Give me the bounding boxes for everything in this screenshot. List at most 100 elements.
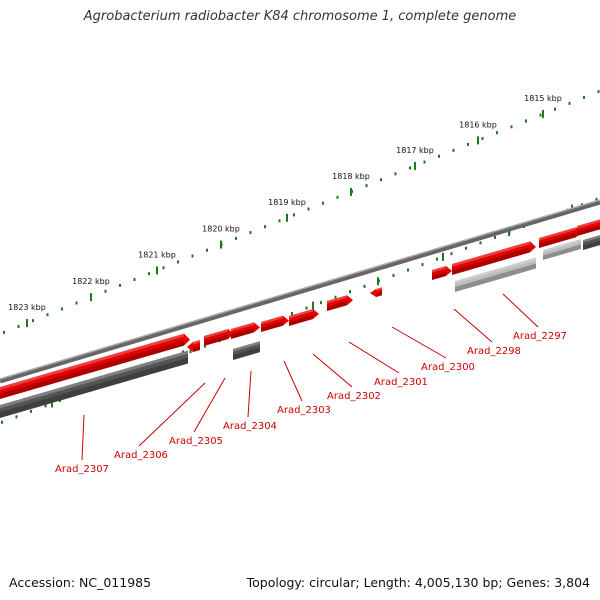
scale-dot (133, 278, 136, 282)
scale-dot (421, 263, 424, 267)
scale-dot (409, 166, 411, 170)
scale-dot (32, 319, 34, 323)
gene-arad-2301[interactable] (327, 295, 353, 311)
scale-label: 1822 kbp (72, 277, 110, 286)
scale-dot (204, 344, 206, 348)
scale-dot (104, 289, 107, 293)
scale-dot (235, 236, 237, 240)
scale-dot (189, 350, 192, 354)
gene-leader-line (283, 360, 303, 402)
scale-dot (436, 257, 438, 261)
gene-label[interactable]: Arad_2305 (169, 436, 223, 447)
scale-label: 1823 kbp (8, 303, 46, 312)
gene-arad-2298[interactable] (452, 241, 536, 275)
gene-arad-2299[interactable] (432, 265, 452, 280)
scale-dot (162, 266, 165, 270)
scale-dot (423, 160, 426, 164)
scale-dot (465, 246, 467, 250)
gene-arad-2300[interactable] (370, 287, 382, 297)
gene-label[interactable]: Arad_2303 (277, 405, 331, 416)
scale-label: 1815 kbp (524, 94, 562, 103)
scale-dot (539, 113, 542, 117)
backbone-highlight (0, 199, 600, 380)
scale-label: 1819 kbp (268, 198, 306, 207)
scale-dot (17, 325, 20, 329)
scale-dot (438, 154, 440, 158)
scale-dot (249, 231, 252, 235)
gene-arad-2297-pseudo[interactable] (543, 238, 581, 260)
scale-label: 1817 kbp (396, 146, 434, 155)
scale-dot (1, 420, 3, 424)
backbone-line (0, 199, 600, 384)
gene-arad-2307[interactable] (0, 333, 190, 399)
gene-arad-2304[interactable] (231, 322, 260, 339)
scale-dot (510, 125, 513, 129)
scale-dot (392, 273, 395, 277)
gene-leader-line (81, 414, 85, 461)
scale-label: 1818 kbp (332, 172, 370, 181)
gene-arad-2297[interactable] (539, 227, 582, 248)
label-leaders (81, 293, 539, 461)
scale-dot (407, 268, 409, 272)
scale-dot (365, 184, 368, 188)
gene-arad-2303[interactable] (261, 315, 289, 332)
scale-dot (336, 195, 339, 199)
labels: 1815 kbp 1816 kbp 1817 kbp 1818 kbp 1819 kbp… (8, 94, 567, 475)
scale-dot (46, 313, 49, 317)
accession-label: Accession: NC_011985 (9, 575, 152, 590)
scale-dot (3, 330, 5, 334)
scale-dot (305, 306, 308, 310)
gene-label[interactable]: Arad_2304 (223, 421, 277, 432)
gene-leader-line (138, 382, 206, 447)
gene-leader-line (453, 308, 493, 343)
gene-features[interactable] (0, 219, 600, 418)
gene-label[interactable]: Arad_2306 (114, 450, 168, 461)
scale-dot (119, 283, 121, 287)
gene-arad-2305[interactable] (204, 329, 234, 346)
gene-arad-2304-rev[interactable] (233, 341, 260, 360)
scale-dot (293, 213, 295, 217)
gene-leader-line (348, 341, 400, 374)
gene-leader-line (312, 353, 353, 388)
gene-leader-line (391, 326, 447, 359)
scale-dot (394, 172, 397, 176)
scale-dot (380, 178, 382, 182)
scale-dot (363, 284, 366, 288)
scale-dot (307, 207, 310, 211)
scale-dot (583, 95, 585, 99)
chromosome-backbone (0, 199, 600, 384)
scale-dot (597, 90, 600, 94)
gene-label[interactable]: Arad_2300 (421, 362, 475, 373)
gene-label[interactable]: Arad_2301 (374, 377, 428, 388)
gene-label[interactable]: Arad_2297 (513, 331, 567, 342)
gene-label[interactable]: Arad_2302 (327, 391, 381, 402)
scale-dot (450, 252, 453, 256)
scale-label: 1816 kbp (459, 120, 497, 129)
scale-dot (206, 248, 208, 252)
gene-label[interactable]: Arad_2298 (467, 346, 521, 357)
scale-dot (595, 197, 598, 201)
scale-dot (467, 142, 469, 146)
gene-leader-line (193, 377, 226, 433)
scale-label: 1820 kbp (202, 224, 240, 233)
gene-arad-2298-pseudo[interactable] (455, 257, 536, 292)
scale-dot (264, 225, 266, 229)
scale-dot (568, 101, 571, 105)
gene-label[interactable]: Arad_2307 (55, 464, 109, 475)
gene-leader-line (247, 370, 252, 418)
scale-dot (452, 148, 455, 152)
gene-arad-2296-rev[interactable] (583, 235, 600, 250)
gene-leader-line (502, 293, 539, 328)
map-title: Agrobacterium radiobacter K84 chromosome… (83, 9, 517, 24)
scale-dot (322, 201, 324, 205)
scale-dot (75, 301, 78, 305)
gene-arad-2296[interactable] (577, 219, 600, 236)
scale-dot (61, 307, 63, 311)
gene-arad-2302[interactable] (289, 309, 319, 326)
scale-dot (291, 312, 293, 315)
scale-dot (148, 272, 150, 276)
gene-arad-2306[interactable] (187, 339, 200, 352)
scale-dot (320, 301, 322, 305)
gene-arad-2307-rev[interactable] (0, 350, 188, 418)
